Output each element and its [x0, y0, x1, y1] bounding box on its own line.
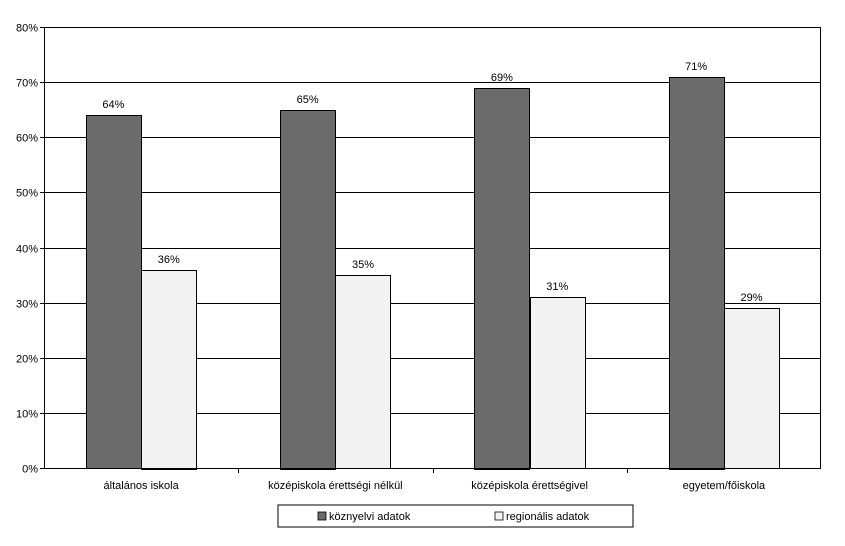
- y-tick-label: 60%: [16, 133, 38, 145]
- bar-regionalis-3: [724, 308, 780, 469]
- y-tick-label: 30%: [16, 299, 38, 311]
- bar-koznyelvi-3: [669, 77, 725, 470]
- bars: [86, 77, 780, 470]
- data-label: 69%: [491, 72, 513, 84]
- legend-label-regionalis: regionális adatok: [506, 511, 590, 523]
- y-tick-label: 40%: [16, 244, 38, 256]
- y-tick-label: 10%: [16, 409, 38, 421]
- data-label: 36%: [158, 254, 180, 266]
- bar-regionalis-1: [335, 275, 391, 469]
- legend-swatch-koznyelvi: [317, 511, 327, 521]
- data-label: 71%: [685, 61, 707, 73]
- plot-frame: [44, 27, 821, 469]
- bar-koznyelvi-1: [280, 110, 336, 470]
- y-tick-label: 50%: [16, 188, 38, 200]
- y-tick-label: 80%: [16, 23, 38, 35]
- bar-koznyelvi-0: [86, 115, 142, 469]
- data-label: 35%: [352, 259, 374, 271]
- x-tick-label: általános iskola: [104, 480, 180, 492]
- x-tick-labels: általános iskola középiskola érettségi né…: [104, 480, 767, 492]
- legend-label-koznyelvi: köznyelvi adatok: [329, 511, 411, 523]
- y-tick-label: 0%: [22, 464, 38, 476]
- axes: [40, 27, 821, 473]
- legend: köznyelvi adatok regionális adatok: [277, 504, 634, 528]
- legend-box: [277, 504, 634, 528]
- y-tick-label: 20%: [16, 354, 38, 366]
- bar-regionalis-2: [530, 297, 586, 469]
- data-labels: 64% 36% 65% 35% 69% 31% 71% 29%: [102, 61, 762, 304]
- data-label: 64%: [102, 99, 124, 111]
- data-label: 65%: [297, 94, 319, 106]
- y-tick-labels: 0% 10% 20% 30% 40% 50% 60% 70% 80%: [16, 23, 38, 476]
- x-tick-label: középiskola érettségivel: [471, 480, 588, 492]
- data-label: 31%: [546, 281, 568, 293]
- legend-swatch-regionalis: [494, 511, 504, 521]
- bar-koznyelvi-2: [474, 88, 530, 470]
- y-tick-label: 70%: [16, 78, 38, 90]
- data-label: 29%: [741, 292, 763, 304]
- x-tick-label: középiskola érettségi nélkül: [268, 480, 403, 492]
- bar-regionalis-0: [141, 270, 197, 470]
- x-tick-label: egyetem/főiskola: [683, 480, 766, 492]
